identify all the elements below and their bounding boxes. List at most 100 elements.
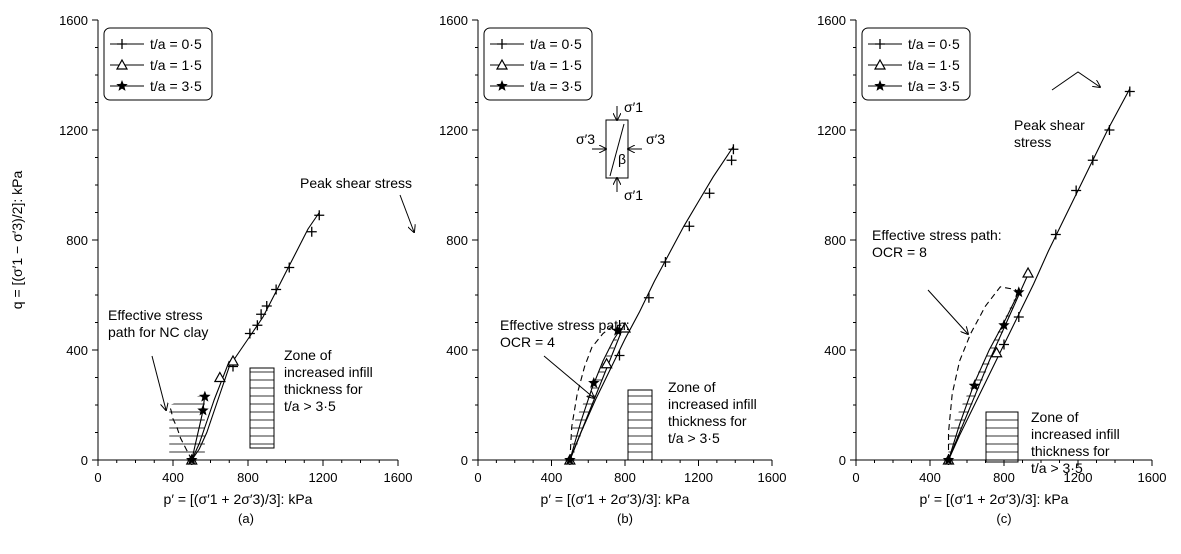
annotation-text: Effective stress path: — [872, 227, 1002, 243]
y-tick-label: 1200 — [59, 123, 88, 138]
x-tick-label: 800 — [993, 470, 1015, 485]
data-point-plus — [244, 328, 255, 339]
annotation-text: Zone of — [668, 379, 716, 395]
panel-label: (b) — [617, 511, 633, 526]
data-point-plus — [704, 188, 715, 199]
annotation-text: thickness for — [1031, 443, 1110, 459]
panel-label: (c) — [996, 511, 1011, 526]
y-axis-label: q = [(σ′1 − σ′3)/2]: kPa — [9, 171, 25, 310]
zone-legend-box — [627, 389, 653, 461]
annotation: Effective stress path:OCR = 8 — [872, 227, 1002, 334]
y-tick-label: 1200 — [439, 123, 468, 138]
inset-label: σ′3 — [576, 131, 595, 147]
legend-label: t/a = 0·5 — [150, 36, 202, 52]
annotation-text: Zone of — [1031, 409, 1079, 425]
legend-marker-plus — [117, 39, 127, 49]
y-tick-label: 1200 — [817, 123, 846, 138]
annotation-text: Effective stress — [108, 307, 203, 323]
data-point-plus — [1087, 155, 1098, 166]
panel-label: (a) — [238, 511, 254, 526]
inset-label: σ′1 — [624, 187, 643, 203]
data-point-triangle — [1022, 266, 1035, 278]
x-tick-label: 0 — [94, 470, 101, 485]
data-point-triangle — [226, 354, 240, 366]
annotation: Effective stress path:OCR = 4 — [500, 317, 630, 398]
data-point-plus — [728, 144, 739, 155]
legend-marker-triangle — [495, 58, 509, 70]
series-line-1 — [191, 212, 320, 461]
annotation-text: stress — [1014, 134, 1051, 150]
legend-box — [861, 27, 971, 101]
data-point-plus — [614, 350, 625, 361]
x-tick-label: 1200 — [1064, 470, 1093, 485]
annotation: Peak shear stress — [300, 175, 414, 232]
series-line-3 — [569, 327, 622, 461]
inset-label: σ′1 — [624, 99, 643, 115]
data-point-plus — [643, 292, 654, 303]
data-point-plus — [261, 301, 272, 311]
annotation-text: thickness for — [668, 413, 747, 429]
data-point-plus — [306, 226, 317, 237]
annotation-arrow — [399, 194, 414, 232]
y-tick-label: 400 — [66, 343, 88, 358]
legend: t/a = 0·5 t/a = 1·5 t/a = 3·5 — [103, 27, 213, 101]
effective-stress-path-line — [569, 324, 622, 461]
data-point-plus — [256, 309, 267, 320]
annotation-text: increased infill — [1031, 426, 1120, 442]
y-tick-label: 800 — [446, 233, 468, 248]
failure-plane — [609, 123, 625, 177]
legend-box — [483, 27, 593, 101]
annotation-text: t/a > 3·5 — [1031, 460, 1083, 476]
y-tick-label: 1600 — [59, 13, 88, 28]
effective-stress-path-line — [947, 286, 1020, 460]
data-point-plus — [726, 155, 737, 166]
data-point-triangle — [600, 357, 613, 369]
legend-label: t/a = 3·5 — [150, 78, 202, 94]
data-point-star — [197, 404, 209, 416]
data-point-plus — [314, 210, 325, 221]
series-line-1 — [947, 88, 1131, 461]
annotation-text: OCR = 4 — [500, 334, 555, 350]
data-point-star — [588, 377, 600, 388]
zone-legend-box — [985, 411, 1019, 463]
legend-box — [103, 27, 213, 101]
x-tick-label: 1600 — [1138, 470, 1167, 485]
data-point-plus — [252, 320, 263, 331]
annotation-arrow — [543, 355, 594, 398]
data-point-triangle — [213, 371, 226, 383]
annotation-arrow — [927, 289, 968, 334]
x-tick-label: 1600 — [758, 470, 787, 485]
x-axis-label: p′ = [(σ′1 + 2σ′3)/3]: kPa — [164, 491, 313, 507]
legend: t/a = 0·5 t/a = 1·5 t/a = 3·5 — [861, 27, 971, 101]
annotation-text: Peak shear — [1014, 117, 1085, 133]
annotation-text: Effective stress path: — [500, 317, 630, 333]
legend-marker-star — [116, 80, 128, 91]
y-tick-label: 0 — [839, 453, 846, 468]
data-point-plus — [1013, 312, 1024, 322]
data-point-plus — [1071, 185, 1082, 196]
y-tick-label: 1600 — [817, 13, 846, 28]
legend: t/a = 0·5 t/a = 1·5 t/a = 3·5 — [483, 27, 593, 101]
legend-marker-star — [874, 80, 886, 91]
legend-label: t/a = 3·5 — [530, 78, 582, 94]
data-point-triangle — [618, 321, 632, 333]
x-tick-label: 1200 — [684, 470, 713, 485]
series-line-1 — [569, 146, 734, 461]
legend-marker-star — [496, 80, 508, 91]
x-tick-label: 800 — [237, 470, 259, 485]
legend-label: t/a = 1·5 — [150, 57, 202, 73]
series-line-3 — [947, 292, 1020, 461]
legend-marker-plus — [497, 39, 507, 49]
x-tick-label: 400 — [541, 470, 563, 485]
effective-stress-path-line — [168, 404, 193, 461]
data-point-plus — [271, 284, 282, 295]
annotation-text: Peak shear stress — [300, 175, 412, 191]
x-tick-label: 0 — [474, 470, 481, 485]
zone-legend-box — [249, 367, 275, 449]
series-line-2 — [947, 270, 1031, 461]
